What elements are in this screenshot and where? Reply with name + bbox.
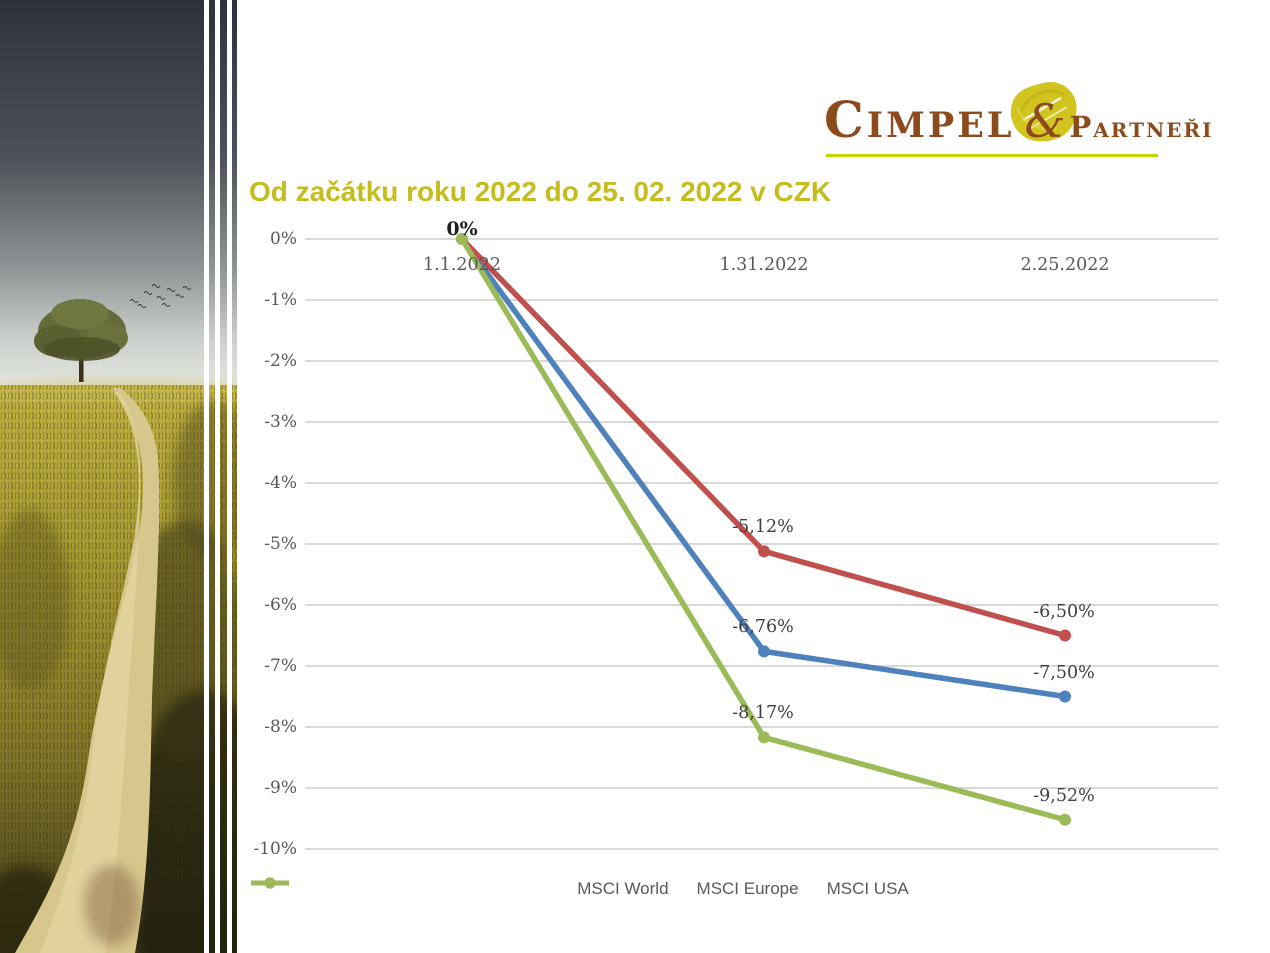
data-point-msci-world bbox=[758, 645, 770, 658]
birds bbox=[129, 284, 192, 308]
logo-name-sub: Partneři bbox=[1069, 110, 1214, 144]
data-point-msci-world bbox=[1059, 690, 1071, 703]
vertical-stripe-divider bbox=[204, 0, 209, 953]
data-label: -5,12% bbox=[732, 517, 794, 538]
vertical-stripe-divider bbox=[215, 0, 220, 953]
tree-silhouette bbox=[34, 299, 128, 382]
data-point-msci-usa bbox=[1059, 813, 1071, 826]
chart-legend: MSCI World MSCI Europe MSCI USA bbox=[250, 876, 1234, 902]
chart-title: Od začátku roku 2022 do 25. 02. 2022 v C… bbox=[249, 176, 832, 207]
data-label: -6,50% bbox=[1033, 601, 1095, 622]
y-axis-tick-label: -5% bbox=[264, 534, 297, 554]
y-axis-tick-label: 0% bbox=[270, 229, 297, 249]
series-line-msci-europe bbox=[460, 237, 1066, 639]
y-axis-tick-label: -6% bbox=[264, 595, 297, 615]
y-axis-tick-label: -7% bbox=[264, 656, 297, 676]
y-axis-tick-label: -9% bbox=[264, 778, 297, 798]
logo-text: Cimpel & Partneři bbox=[824, 90, 1213, 149]
x-axis-tick-label: 1.31.2022 bbox=[719, 255, 809, 275]
legend-label: MSCI World bbox=[577, 879, 669, 898]
legend-label: MSCI USA bbox=[826, 879, 909, 898]
y-axis-tick-label: -2% bbox=[264, 351, 297, 371]
legend-item-msci-usa: MSCI USA bbox=[251, 877, 909, 899]
y-axis-tick-label: -1% bbox=[264, 290, 297, 310]
x-axis-tick-label: 2.25.2022 bbox=[1020, 255, 1110, 275]
y-axis-tick-label: -4% bbox=[264, 473, 297, 493]
y-axis-tick-label: -8% bbox=[264, 717, 297, 737]
y-axis-tick-label: -3% bbox=[264, 412, 297, 432]
data-point-msci-europe bbox=[758, 545, 770, 558]
landscape-photo bbox=[0, 0, 237, 953]
data-label: -6,76% bbox=[732, 617, 794, 638]
data-label: -7,50% bbox=[1033, 662, 1095, 683]
vertical-stripe-divider bbox=[227, 0, 232, 953]
legend-marker-icon bbox=[251, 877, 289, 889]
data-label: -8,17% bbox=[732, 703, 794, 724]
legend-label: MSCI Europe bbox=[696, 879, 799, 898]
legend-item-msci-world: MSCI World bbox=[251, 877, 669, 899]
data-label: -9,52% bbox=[1033, 785, 1095, 806]
origin-data-label: 0% bbox=[446, 218, 478, 240]
legend-item-msci-europe: MSCI Europe bbox=[251, 877, 799, 899]
y-axis-tick-label: -10% bbox=[253, 839, 297, 859]
landscape-image bbox=[0, 0, 237, 953]
data-point-msci-europe bbox=[1059, 629, 1071, 642]
logo-underline bbox=[826, 154, 1158, 157]
company-logo: Cimpel & Partneři bbox=[820, 80, 1215, 165]
data-point-msci-usa bbox=[758, 731, 770, 744]
logo-ampersand: & bbox=[1024, 94, 1066, 148]
logo-tree-blob-icon bbox=[1010, 81, 1077, 142]
x-axis-tick-label: 1.1.2022 bbox=[423, 255, 501, 275]
logo-name-main: Cimpel bbox=[824, 90, 1015, 149]
data-point-msci-usa bbox=[456, 233, 468, 245]
